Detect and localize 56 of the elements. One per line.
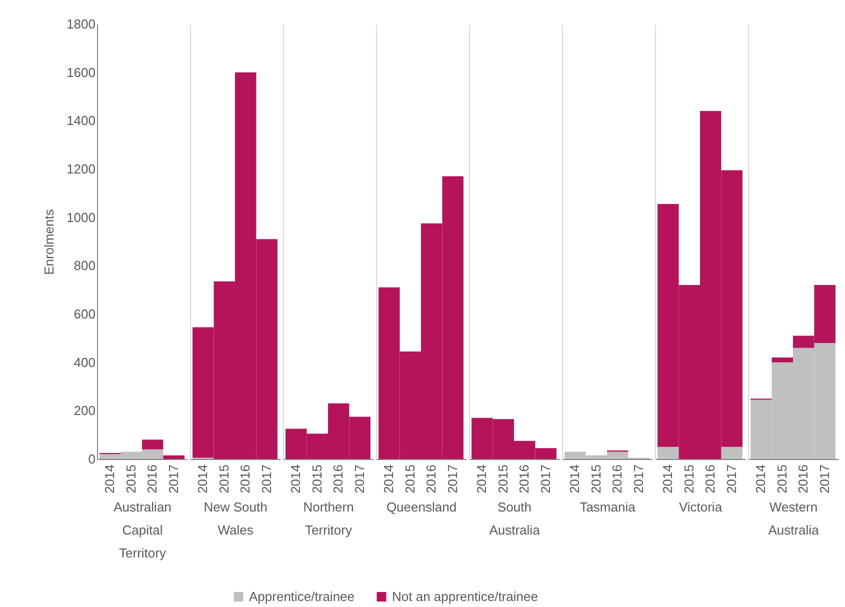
x-tick-label: 2014	[660, 464, 676, 494]
x-tick-label: 2016	[424, 464, 439, 494]
x-tick-label: 2017	[352, 464, 367, 494]
y-tick-label: 1000	[66, 210, 96, 225]
y-tick-label: 200	[74, 403, 96, 418]
x-tick-label: 2014	[381, 464, 396, 494]
x-tick-label: 2017	[166, 464, 181, 494]
y-tick-label: 1800	[66, 16, 96, 32]
x-axis-title: Queensland	[386, 499, 457, 514]
x-tick-label: 2015	[402, 464, 418, 494]
x-tick-label: 2015	[774, 464, 790, 494]
x-tick-label: 2015	[588, 464, 604, 494]
x-tick-label: 2017	[630, 464, 646, 494]
x-tick-label: 2016	[516, 464, 532, 494]
x-tick-label: 2016	[330, 464, 346, 494]
y-tick-label: 0	[88, 452, 96, 466]
x-tick-label: 2014	[474, 464, 490, 494]
x-tick-label: 2014	[567, 464, 582, 494]
x-tick-label: 2015	[495, 464, 510, 494]
y-axis-title: Enrolments	[42, 208, 57, 275]
x-axis-title: Australian Capital Territory	[114, 499, 172, 560]
x-tick-label: 2015	[309, 464, 324, 494]
x-axis-title: Northern Territory	[303, 499, 354, 538]
x-tick-label: 2014	[102, 464, 118, 494]
bar	[658, 446, 679, 459]
x-axis-title: Tasmania	[580, 499, 636, 514]
x-axis-title: Western Australia	[768, 499, 820, 538]
x-axis-title: New South Wales	[204, 499, 268, 538]
x-tick-label: 2017	[538, 464, 553, 494]
y-tick-label: 1200	[66, 162, 96, 176]
bar	[772, 358, 793, 362]
x-tick-label: 2016	[144, 464, 160, 494]
x-tick-label: 2017	[444, 464, 460, 494]
y-tick-label: 600	[74, 306, 96, 322]
x-tick-label: 2016	[702, 464, 718, 494]
x-tick-label: 2017	[724, 464, 739, 494]
x-tick-label: 2015	[216, 464, 232, 494]
y-tick-label: 800	[74, 258, 96, 274]
x-axis-title: Victoria	[678, 499, 723, 514]
x-tick-label: 2014	[753, 464, 768, 494]
x-tick-label: 2014	[195, 464, 210, 494]
bar	[721, 446, 742, 459]
legend-label: Apprentice/trainee	[249, 588, 355, 604]
y-tick-label: 1400	[66, 113, 96, 128]
x-tick-label: 2016	[796, 464, 811, 494]
x-axis-title: South Australia	[489, 499, 541, 538]
x-tick-label: 2016	[238, 464, 253, 494]
y-tick-label: 400	[74, 354, 96, 370]
x-tick-label: 2015	[123, 464, 138, 494]
x-tick-label: 2017	[258, 464, 274, 494]
legend-label: Not an apprentice/trainee	[392, 588, 538, 604]
x-tick-label: 2017	[816, 464, 832, 494]
x-tick-label: 2016	[610, 464, 625, 494]
x-tick-label: 2014	[288, 464, 304, 494]
x-tick-label: 2015	[681, 464, 696, 494]
y-tick-label: 1600	[66, 64, 96, 80]
